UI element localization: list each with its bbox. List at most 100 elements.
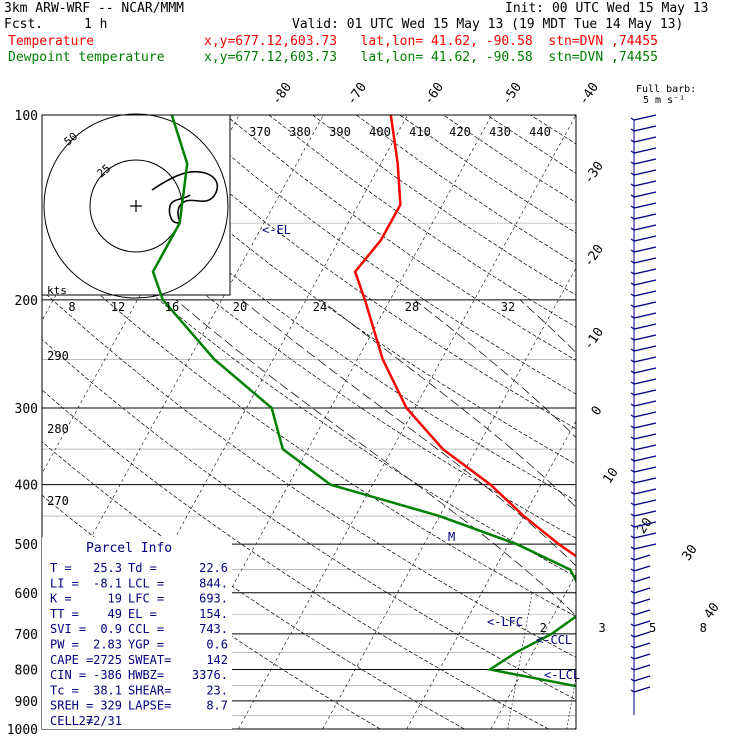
theta-label-370: 370 <box>249 125 271 139</box>
parcel-row-value: 0.6 <box>206 638 228 652</box>
pressure-label-400: 400 <box>15 479 38 494</box>
theta-label-400: 400 <box>369 125 391 139</box>
theta-left-label-280: 280 <box>47 422 69 436</box>
parcel-row-value: 23. <box>206 683 228 697</box>
level-mark-lfc: <-LFC <box>487 615 523 629</box>
parcel-row-label: EL = <box>128 607 157 621</box>
parcel-row-value: 154. <box>199 607 228 621</box>
theta-label-420: 420 <box>449 125 471 139</box>
parcel-row-value: 3376. <box>192 668 228 682</box>
wind-barb <box>630 543 657 550</box>
isotherm-10 <box>659 115 740 729</box>
init-time: Init: 00 UTC Wed 15 May 13 <box>505 1 709 16</box>
level-mark-ccl: <-CCL <box>536 633 572 647</box>
hodo-speed-label-12: 12 <box>111 300 125 314</box>
wind-barb <box>630 345 657 352</box>
isotherm-label-0: 0 <box>589 403 606 418</box>
parcel-row-label: HWBZ= <box>128 668 164 682</box>
hodo-speed-label-24: 24 <box>313 300 327 314</box>
isotherm--40 <box>238 115 576 729</box>
parcel-row-label: SWEAT= <box>128 653 171 667</box>
parcel-info-title: Parcel Info <box>86 541 172 556</box>
dry-adiabat-380 <box>268 115 576 328</box>
parcel-info-box: Parcel Info T = 25.3 Td = 22.6 LI = -8.1 LCL = 8… <box>42 537 232 729</box>
legend-dewpoint: Dewpoint temperature <box>8 50 165 65</box>
forecast-label: Fcst. <box>4 17 44 32</box>
isotherm-label--70: -70 <box>344 80 370 108</box>
parcel-row-label: SHEAR= <box>128 683 171 697</box>
parcel-row-label: LCL = <box>128 576 164 590</box>
wind-barb <box>630 290 657 297</box>
pressure-label-800: 800 <box>15 663 38 678</box>
moist-adiabat-16 <box>241 299 576 567</box>
wind-barb <box>630 675 651 682</box>
parcel-row-label: Tc = <box>50 683 79 697</box>
dry-adiabat-340 <box>94 115 576 465</box>
parcel-row-value: 25.3 <box>93 561 122 575</box>
wind-barb <box>630 158 657 165</box>
wind-barb <box>630 367 657 374</box>
parcel-row-label: CELL = <box>50 714 93 728</box>
parcel-row-value: 38.1 <box>93 683 122 697</box>
parcel-row-value: 2725 <box>93 653 122 667</box>
wind-barb <box>630 213 657 220</box>
isotherm--70 <box>42 115 324 628</box>
legend-temperature: Temperature <box>8 34 95 49</box>
isotherm-label-40: 40 <box>701 600 722 621</box>
isotherm-label-10: 10 <box>600 465 621 486</box>
moist-adiabat-20 <box>320 299 576 508</box>
dry-adiabat-390 <box>312 115 576 296</box>
theta-label-410: 410 <box>409 125 431 139</box>
hodo-unit-label: kts <box>47 284 67 297</box>
isotherm-label-30: 30 <box>679 542 700 563</box>
parcel-row-value: 844. <box>199 576 228 590</box>
wind-barb <box>630 433 657 440</box>
wind-barb <box>630 686 651 693</box>
sounding-profiles <box>151 115 576 688</box>
parcel-row-value: 19 <box>108 592 122 606</box>
hodo-origin-mark <box>130 200 142 212</box>
wind-barb <box>630 191 657 198</box>
parcel-row-label: CCL = <box>128 622 164 636</box>
parcel-row-label: SREH = <box>50 699 93 713</box>
mixing-ratio-label-2: 2 <box>540 621 547 635</box>
parcel-row-value: 8.7 <box>206 699 228 713</box>
parcel-row-label: LAPSE= <box>128 699 171 713</box>
parcel-row-value: 49 <box>108 607 122 621</box>
parcel-row-value: -8.1 <box>93 576 122 590</box>
dry-adiabat-430 <box>486 115 576 174</box>
dry-adiabat-270 <box>42 389 549 729</box>
dry-adiabat-420 <box>443 115 576 203</box>
wind-barb <box>630 499 657 506</box>
mixing-ratio-line-12 <box>718 593 740 729</box>
wind-barb <box>630 114 657 121</box>
wind-barb <box>630 125 657 132</box>
wind-barb <box>630 521 657 528</box>
parcel-row-value: 329 <box>100 699 122 713</box>
wind-barb <box>630 169 657 176</box>
temperature-profile <box>353 115 576 558</box>
level-mark-m: M <box>448 530 455 544</box>
isotherm-label--60: -60 <box>421 80 447 108</box>
wind-barb <box>630 598 651 605</box>
parcel-row-value: 0.9 <box>100 622 122 636</box>
wind-barb <box>630 565 651 572</box>
theta-label-380: 380 <box>289 125 311 139</box>
isotherm-label--10: -10 <box>581 325 607 353</box>
theta-label-440: 440 <box>529 125 551 139</box>
wind-barb <box>630 147 657 154</box>
dry-adiabat-360 <box>181 115 576 395</box>
parcel-row-label: Td = <box>128 561 157 575</box>
isotherm-label-20: 20 <box>634 515 655 536</box>
dry-adiabat-350 <box>138 115 576 430</box>
wind-barb <box>630 202 657 209</box>
pressure-label-500: 500 <box>15 538 38 553</box>
theta-left-label-270: 270 <box>47 494 69 508</box>
isotherm-label--30: -30 <box>581 159 607 187</box>
mixing-ratio-label-5: 5 <box>649 621 656 635</box>
wind-barb <box>630 653 651 660</box>
mixing-ratio-label-3: 3 <box>599 621 606 635</box>
location-dewpoint: x,y=677.12,603.73 lat,lon= 41.62, -90.58… <box>204 50 658 65</box>
wind-barb <box>630 642 651 649</box>
wind-barb <box>630 235 657 242</box>
